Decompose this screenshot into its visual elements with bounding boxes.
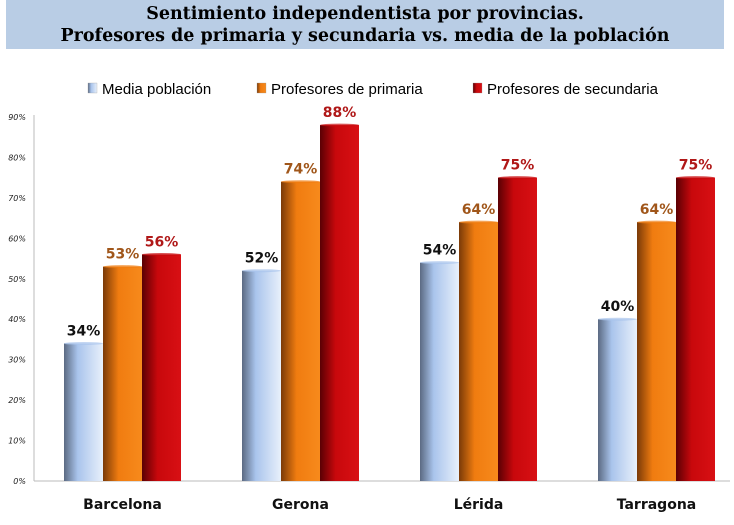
bar-tarragona-0 — [598, 319, 637, 481]
bar-tarragona-1 — [637, 222, 676, 481]
y-tick-label: 20% — [8, 396, 26, 405]
legend-swatch-0 — [87, 82, 98, 94]
x-tick-label: Barcelona — [83, 497, 162, 513]
data-label: 64% — [640, 202, 674, 218]
bar-top — [242, 269, 281, 273]
bar-lrida-1 — [459, 222, 498, 481]
data-label: 53% — [106, 247, 140, 263]
x-tick-label: Tarragona — [617, 497, 697, 513]
data-label: 40% — [601, 299, 635, 315]
bar-top — [676, 176, 715, 180]
bar-top — [64, 341, 103, 345]
legend-label-1: Profesores de primaria — [271, 81, 423, 98]
y-tick-label: 60% — [8, 234, 26, 243]
bar-barcelona-2 — [142, 254, 181, 481]
axes: 0% 10% 20% 30% 40% 50% 60% 70% 80% 90% Barcelona Ge… — [8, 113, 730, 513]
legend-swatch-1 — [256, 82, 267, 94]
bar-top — [637, 220, 676, 224]
legend-swatch-2 — [472, 82, 483, 94]
data-label: 52% — [245, 251, 279, 267]
data-label: 54% — [423, 243, 457, 259]
bar-barcelona-0 — [64, 343, 103, 481]
bar-gerona-0 — [242, 270, 281, 481]
chart-subtitle: Profesores de primaria y secundaria vs. … — [60, 26, 670, 46]
x-tick-label: Lérida — [454, 497, 504, 513]
legend: Media población Profesores de primaria Pro… — [87, 81, 659, 98]
y-tick-label: 90% — [8, 113, 26, 122]
y-tick-label: 30% — [8, 356, 26, 365]
data-label: 74% — [284, 162, 318, 178]
bar-top — [598, 317, 637, 321]
bar-gerona-1 — [281, 181, 320, 481]
y-tick-label: 0% — [13, 477, 26, 486]
bar-tarragona-2 — [676, 177, 715, 481]
data-label: 75% — [501, 158, 535, 174]
chart-title: Sentimiento independentista por provinci… — [146, 4, 584, 24]
bar-top — [498, 176, 537, 180]
bar-top — [103, 265, 142, 269]
data-label: 64% — [462, 202, 496, 218]
bar-top — [420, 261, 459, 265]
y-tick-label: 80% — [8, 153, 26, 162]
data-label: 88% — [323, 105, 357, 121]
bar-top — [142, 253, 181, 257]
bar-lrida-0 — [420, 262, 459, 481]
chart-title-banner: Sentimiento independentista por provinci… — [6, 0, 724, 49]
legend-label-2: Profesores de secundaria — [487, 81, 659, 98]
bar-gerona-2 — [320, 125, 359, 481]
bar-top — [320, 123, 359, 127]
bar-barcelona-1 — [103, 266, 142, 481]
bar-top — [281, 180, 320, 184]
bars: 34% 53% 56% 52% 74% 88% 54% 64% 75% 40% 64% 75% — [64, 105, 715, 481]
y-tick-label: 10% — [8, 437, 26, 446]
bar-lrida-2 — [498, 177, 537, 481]
data-label: 34% — [67, 323, 101, 339]
x-tick-label: Gerona — [272, 497, 329, 513]
data-label: 56% — [145, 235, 179, 251]
bar-top — [459, 220, 498, 224]
y-tick-label: 50% — [8, 275, 26, 284]
legend-label-0: Media población — [102, 81, 211, 98]
y-tick-label: 40% — [8, 315, 26, 324]
y-tick-label: 70% — [8, 194, 26, 203]
data-label: 75% — [679, 158, 713, 174]
